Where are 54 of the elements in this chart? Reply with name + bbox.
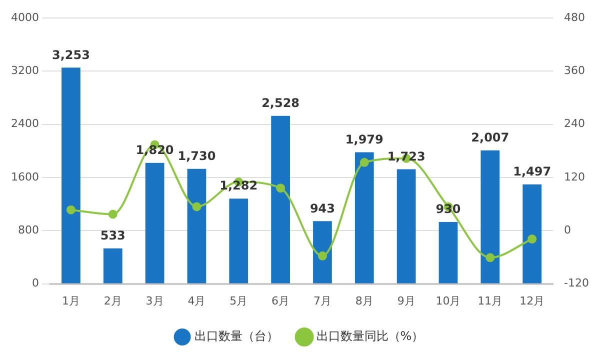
- bar: [396, 169, 416, 284]
- data-label: 1,497: [513, 164, 552, 178]
- point: [318, 251, 327, 260]
- point: [276, 184, 286, 193]
- x-tick-label: 12月: [520, 294, 545, 308]
- data-label: 533: [100, 228, 126, 243]
- y2-tick-label: -120: [564, 276, 590, 290]
- point: [486, 253, 495, 262]
- data-label: 2,007: [471, 130, 510, 145]
- data-label: 943: [310, 201, 336, 216]
- x-tick-label: 2月: [104, 294, 122, 308]
- y-tick-label: 4000: [10, 10, 39, 24]
- bar: [187, 168, 206, 284]
- x-tick-label: 3月: [146, 294, 164, 308]
- x-tick-label: 1月: [62, 294, 80, 308]
- x-tick-label: 5月: [230, 294, 248, 308]
- point: [528, 234, 537, 244]
- bar: [271, 116, 290, 284]
- y2-tick-label: 360: [564, 64, 586, 78]
- bar: [438, 222, 458, 284]
- data-label: 2,528: [262, 96, 300, 110]
- x-tick-label: 6月: [272, 294, 290, 308]
- x-tick-label: 7月: [313, 294, 332, 308]
- bar: [354, 152, 374, 284]
- y-tick-label: 1600: [10, 170, 39, 184]
- y-tick-label: 0: [32, 276, 39, 290]
- legend-label: 出口数量（台）: [194, 329, 278, 344]
- y2-tick-label: 480: [564, 10, 586, 24]
- x-tick-label: 10月: [436, 294, 461, 308]
- x-tick-label: 9月: [397, 294, 416, 308]
- point: [192, 202, 202, 212]
- bar: [480, 150, 500, 284]
- y-tick-label: 3200: [10, 64, 39, 78]
- point: [360, 158, 369, 167]
- bar: [313, 221, 332, 284]
- bar: [229, 198, 248, 284]
- y-tick-label: 800: [18, 224, 39, 236]
- y2-tick-label: 120: [564, 170, 586, 184]
- legend-label: 出口数量同比（%）: [316, 329, 424, 344]
- data-label: 3,253: [52, 48, 90, 62]
- point: [108, 210, 118, 219]
- data-label: 1,730: [178, 148, 216, 163]
- bar: [145, 162, 164, 284]
- data-label: 1,979: [345, 132, 384, 146]
- bar: [62, 68, 80, 284]
- x-tick-label: 8月: [355, 294, 374, 308]
- bar: [522, 184, 542, 284]
- point: [66, 205, 76, 214]
- bar: [103, 248, 122, 284]
- y2-tick-label: 0: [564, 224, 572, 236]
- y-tick-label: 2400: [10, 117, 39, 130]
- x-tick-label: 11月: [478, 294, 503, 308]
- y2-tick-label: 240: [564, 117, 586, 130]
- x-tick-label: 4月: [188, 294, 206, 308]
